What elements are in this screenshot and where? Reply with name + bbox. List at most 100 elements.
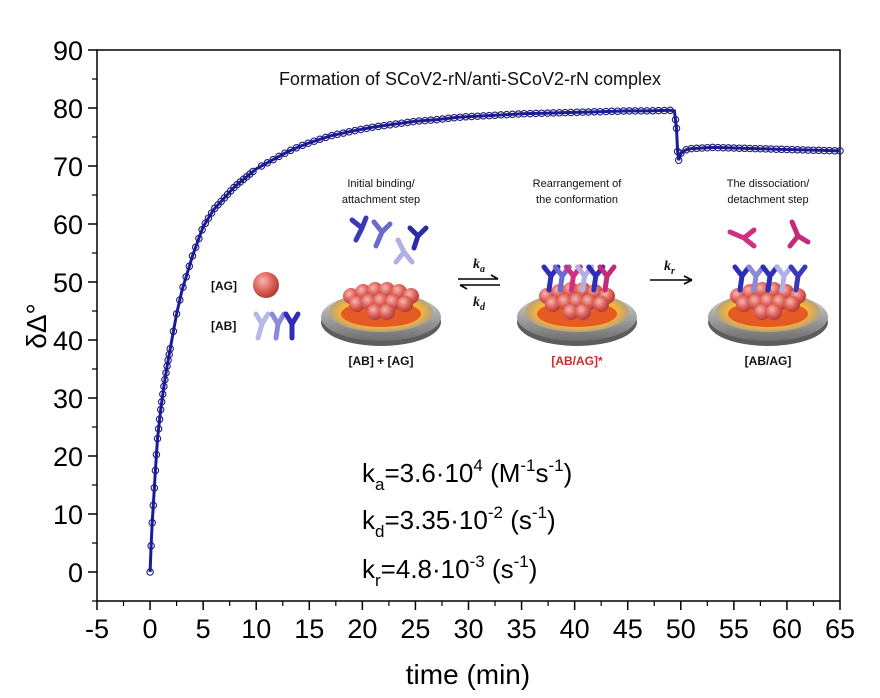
data-point — [602, 107, 610, 116]
y-tick-label: 80 — [53, 94, 83, 124]
data-point — [263, 159, 272, 167]
data-point — [456, 113, 464, 121]
x-axis-tick-labels: -5 0 5 10 15 20 25 30 35 40 45 50 55 60 65 — [85, 614, 855, 644]
x-axis-ticks — [96, 601, 841, 610]
x-tick-label: 10 — [241, 614, 271, 644]
rate-label-kd: kd — [473, 295, 486, 313]
data-point — [719, 143, 727, 152]
data-point — [409, 117, 418, 126]
data-point — [625, 107, 634, 115]
rate-constant-ka: ka=3.6·104 (M-1s-1) — [362, 456, 572, 494]
data-point — [793, 146, 802, 154]
y-tick-label: 50 — [53, 268, 83, 298]
data-point — [257, 162, 266, 170]
data-point — [608, 107, 616, 116]
y-tick-label: 30 — [53, 384, 83, 414]
data-point — [154, 425, 163, 433]
x-tick-label: 20 — [347, 614, 377, 644]
step-caption-rearrangement: Rearrangement of — [533, 178, 623, 190]
step-caption-attachment: Initial binding/ — [347, 178, 415, 190]
data-point — [479, 112, 488, 120]
x-tick-label: 30 — [453, 614, 483, 644]
data-point — [543, 109, 552, 117]
data-point — [751, 144, 759, 153]
data-point — [698, 144, 706, 152]
legend-ab-label: [AB] — [211, 319, 236, 333]
x-tick-label: 5 — [196, 614, 211, 644]
data-point — [159, 390, 167, 398]
data-point — [485, 111, 493, 120]
y-axis-label: δΔ° — [21, 303, 52, 349]
data-point — [730, 144, 738, 152]
data-point — [191, 243, 200, 251]
step-caption-rearrangement-2: the conformation — [536, 194, 618, 206]
data-point — [152, 450, 161, 459]
y-tick-label: 0 — [68, 558, 83, 588]
data-point — [169, 327, 178, 336]
y-tick-label: 90 — [53, 36, 83, 66]
rate-constant-kr: kr=4.8·10-3 (s-1) — [362, 552, 537, 590]
data-point — [150, 484, 159, 492]
data-point — [578, 108, 587, 116]
x-tick-label: 25 — [400, 614, 430, 644]
data-point — [502, 110, 511, 119]
data-point — [761, 145, 770, 153]
data-point — [830, 147, 839, 155]
data-point — [687, 144, 696, 153]
data-point — [767, 145, 775, 153]
data-point — [619, 107, 628, 115]
data-point — [198, 226, 206, 234]
data-point — [148, 518, 156, 527]
data-point — [561, 108, 569, 117]
data-point — [269, 155, 277, 164]
data-point — [162, 369, 170, 377]
step-caption-attachment-2: attachment step — [342, 194, 420, 206]
data-point — [172, 310, 181, 318]
x-tick-label: 50 — [666, 614, 696, 644]
data-point — [825, 146, 834, 155]
data-point — [514, 110, 523, 118]
state-label-intermediate: [AB/AG]* — [551, 354, 603, 368]
data-point — [249, 167, 257, 176]
data-point — [573, 108, 581, 117]
chart-title: Formation of SCoV2-rN/anti-SCoV2-rN comp… — [279, 69, 661, 89]
data-point — [820, 146, 828, 155]
data-point — [666, 106, 674, 115]
data-point — [157, 398, 166, 406]
x-tick-label: 40 — [560, 614, 590, 644]
data-point — [185, 262, 194, 271]
x-axis-label: time (min) — [406, 659, 530, 690]
y-tick-label: 20 — [53, 442, 83, 472]
x-tick-label: 55 — [719, 614, 749, 644]
data-point — [671, 115, 680, 124]
y-tick-label: 70 — [53, 152, 83, 182]
data-point — [497, 111, 505, 119]
data-point — [151, 466, 160, 475]
data-point — [648, 107, 657, 115]
data-point — [156, 405, 165, 414]
data-point — [677, 149, 685, 157]
sensor-disc-rearranged — [517, 264, 637, 346]
x-tick-label: 0 — [143, 614, 158, 644]
rate-label-kr: kr — [664, 259, 675, 277]
data-point — [149, 501, 158, 510]
data-point — [179, 283, 187, 291]
data-point — [788, 145, 796, 154]
sensor-disc-dissociated — [708, 264, 828, 346]
state-label-complex: [AB/AG] — [745, 354, 792, 368]
data-point — [724, 144, 733, 152]
y-axis-ticks — [88, 49, 97, 602]
data-point — [275, 152, 283, 161]
data-point — [777, 145, 786, 154]
data-point — [809, 146, 818, 154]
data-point — [204, 214, 213, 222]
x-tick-label: 15 — [294, 614, 324, 644]
step-caption-dissociation: The dissociation/ — [727, 178, 810, 190]
data-point — [836, 147, 844, 155]
y-tick-label: 60 — [53, 210, 83, 240]
data-point — [467, 112, 476, 121]
y-axis-tick-labels: 0 10 20 30 40 50 60 70 80 90 — [53, 36, 83, 588]
data-point — [153, 434, 162, 443]
data-point — [155, 415, 164, 424]
